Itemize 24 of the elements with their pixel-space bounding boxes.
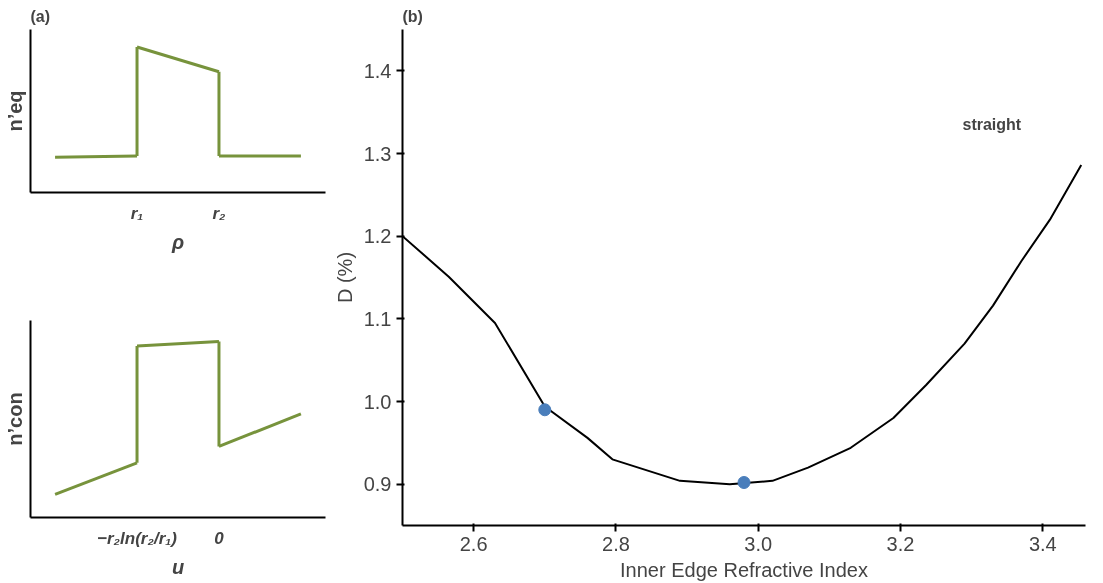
- y-tick-label: 1.4: [363, 59, 392, 82]
- x-tick-label: 3.2: [886, 532, 915, 555]
- chart-title: (a): [30, 7, 51, 25]
- x-tick-label: r₂: [212, 203, 227, 223]
- chart-title: (b): [402, 7, 423, 25]
- annotation: straight: [962, 115, 1022, 133]
- y-tick-label: 1.1: [363, 307, 392, 330]
- x-axis-title: ρ: [170, 230, 185, 253]
- y-tick-label: 1.2: [363, 225, 392, 248]
- x-tick-label: 2.8: [602, 532, 630, 555]
- x-tick-label: 0: [214, 528, 225, 548]
- y-tick-label: 0.9: [363, 473, 392, 496]
- x-tick-label: −r₂ln(r₂/r₁): [97, 528, 178, 548]
- x-tick-label: r₁: [130, 203, 144, 223]
- y-tick-label: 1.3: [363, 142, 392, 165]
- x-tick-label: 2.6: [459, 532, 488, 555]
- x-tick-label: 3.0: [744, 532, 773, 555]
- x-axis-title: Inner Edge Refractive Index: [620, 558, 868, 581]
- y-axis-title: D (%): [333, 251, 356, 304]
- y-axis-title: n’con: [3, 392, 26, 446]
- x-axis-title: u: [171, 555, 185, 578]
- y-tick-label: 1.0: [363, 390, 392, 413]
- x-tick-label: 3.4: [1028, 532, 1057, 555]
- y-axis-title: n’eq: [3, 90, 26, 132]
